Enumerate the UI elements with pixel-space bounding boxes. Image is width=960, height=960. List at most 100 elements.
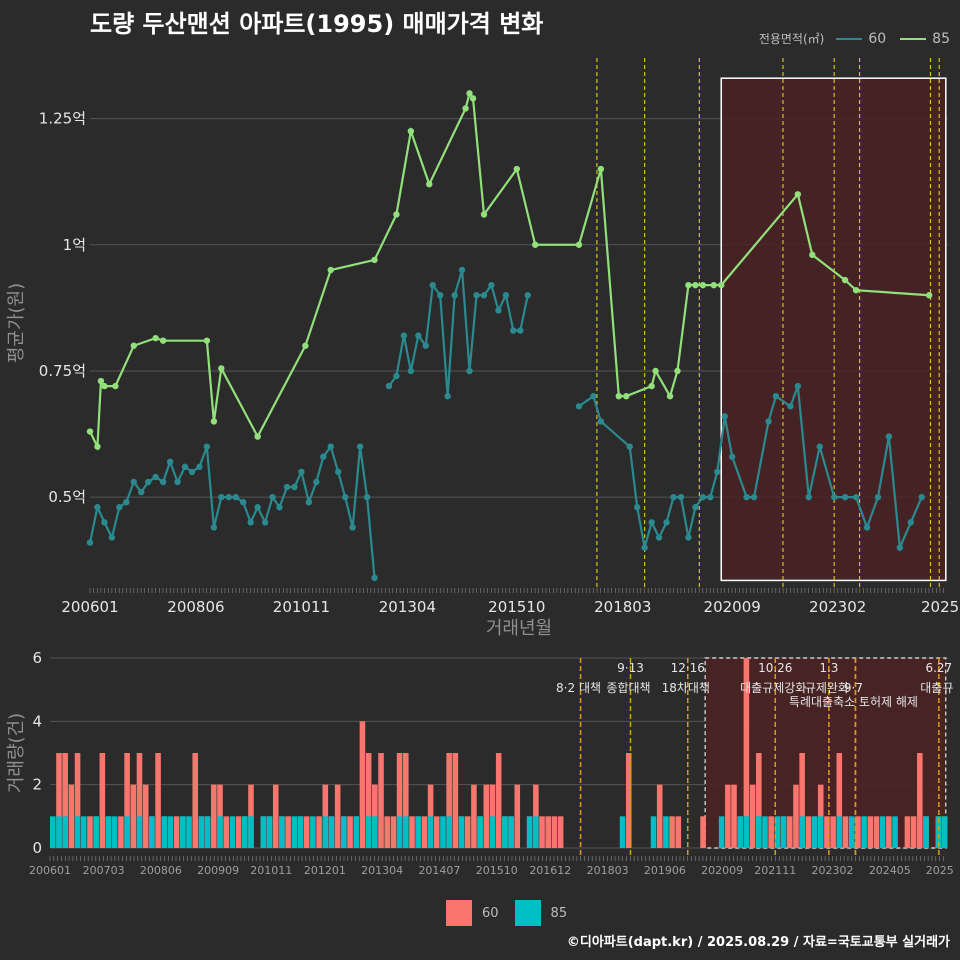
data-point-85: [327, 266, 334, 274]
data-point-85: [469, 95, 477, 102]
data-point-85: [371, 256, 378, 264]
bar-85: [879, 816, 886, 848]
bottom-x-tick-label: 202009: [701, 864, 743, 877]
bar-85: [756, 816, 762, 848]
data-point-60c: [885, 433, 893, 440]
x-tick-label: 201803: [594, 598, 651, 616]
data-point-85: [710, 281, 718, 289]
data-point-60b: [488, 281, 495, 289]
data-point-60: [130, 478, 137, 486]
bar-85: [663, 816, 669, 848]
data-point-60c: [626, 443, 633, 450]
bar-85: [892, 816, 898, 848]
data-point-85: [97, 377, 105, 385]
highlight-box: [720, 77, 947, 582]
y-tick-label: 1억: [63, 236, 86, 254]
bar-85: [322, 816, 329, 848]
bar-85: [619, 816, 626, 848]
bottom-x-tick-label: 200909: [197, 864, 239, 877]
data-point-85: [393, 211, 400, 218]
data-point-60c: [787, 403, 794, 410]
chart-title: 도량 두산맨션 아파트(1995) 매매가격 변화: [90, 10, 544, 38]
annotation-bottom: 종합대책: [606, 680, 650, 695]
bottom-x-tick-label: 2025: [926, 864, 954, 877]
data-point-85: [86, 428, 94, 435]
bar-60: [390, 816, 397, 848]
data-point-60: [210, 524, 218, 531]
bottom-x-tick-label: 201011: [250, 864, 292, 877]
bar-60: [384, 816, 391, 848]
bar-85: [204, 816, 211, 848]
x-axis-title: 거래년월: [486, 618, 552, 639]
data-point-85: [666, 392, 674, 400]
bar-60: [799, 753, 805, 848]
data-point-60b: [480, 292, 488, 299]
data-point-60: [108, 534, 116, 541]
annotation-bottom: 9·7: [844, 681, 863, 695]
bottom-x-tick-label: 201906: [644, 864, 686, 877]
bar-60: [756, 753, 762, 848]
annotation-top: 6.27: [925, 661, 952, 675]
data-point-85: [254, 433, 261, 440]
data-point-60: [363, 493, 371, 501]
bar-60: [155, 753, 161, 848]
data-point-60: [225, 493, 232, 501]
data-point-85: [407, 127, 415, 135]
bar-60: [625, 753, 632, 848]
bar-85: [372, 816, 378, 848]
bar-85: [266, 816, 273, 848]
bar-60: [421, 816, 428, 848]
bar-85: [80, 816, 87, 848]
bar-85: [248, 816, 254, 848]
data-point-60b: [385, 382, 393, 390]
bar-85: [180, 816, 186, 848]
bar-60: [867, 816, 874, 848]
annotation-bottom: 대출규: [920, 681, 953, 695]
annotation-top: 1.3: [819, 661, 838, 675]
data-point-60: [188, 468, 196, 476]
bar-60: [396, 753, 403, 848]
data-point-60b: [524, 292, 531, 299]
bar-60: [272, 784, 279, 848]
data-point-85: [809, 251, 816, 259]
data-point-60c: [805, 493, 812, 501]
data-point-85: [841, 276, 849, 284]
bar-85: [440, 816, 446, 848]
bar-60: [303, 816, 310, 848]
bar-60: [830, 816, 836, 848]
data-point-60c: [728, 453, 736, 460]
annotation-bottom: 대출규제강화: [740, 681, 806, 695]
data-point-60: [196, 463, 203, 471]
data-point-60: [298, 468, 305, 476]
bar-60: [910, 816, 917, 848]
data-point-60b: [495, 307, 502, 314]
data-point-85: [575, 241, 583, 248]
data-point-60: [261, 519, 269, 526]
data-point-60: [247, 519, 254, 526]
data-point-85: [94, 443, 101, 450]
annotation-bottom: 규제완화: [805, 681, 849, 695]
bar-85: [403, 816, 409, 848]
bar-60: [768, 816, 774, 848]
data-point-60: [159, 478, 167, 486]
bar-85: [718, 816, 725, 848]
bar-85: [105, 816, 112, 848]
data-point-85: [466, 90, 473, 97]
annotation-top: 9·13: [617, 661, 644, 675]
data-point-60c: [743, 493, 750, 501]
data-point-60: [116, 504, 123, 511]
bar-60: [118, 816, 124, 848]
y-tick-label: 0.5억: [48, 488, 86, 506]
bar-85: [229, 816, 236, 848]
bar-60: [551, 816, 558, 848]
data-point-60c: [575, 403, 583, 410]
bar-85: [124, 816, 130, 848]
legend-box-60: [446, 900, 472, 926]
bar-85: [799, 816, 805, 848]
legend-top: 전용면적(㎡) 60 85: [759, 30, 950, 47]
bar-60: [409, 816, 415, 848]
data-point-60: [123, 498, 130, 506]
data-point-60: [335, 468, 342, 476]
bar-85: [161, 816, 168, 848]
bar-85: [111, 816, 118, 848]
